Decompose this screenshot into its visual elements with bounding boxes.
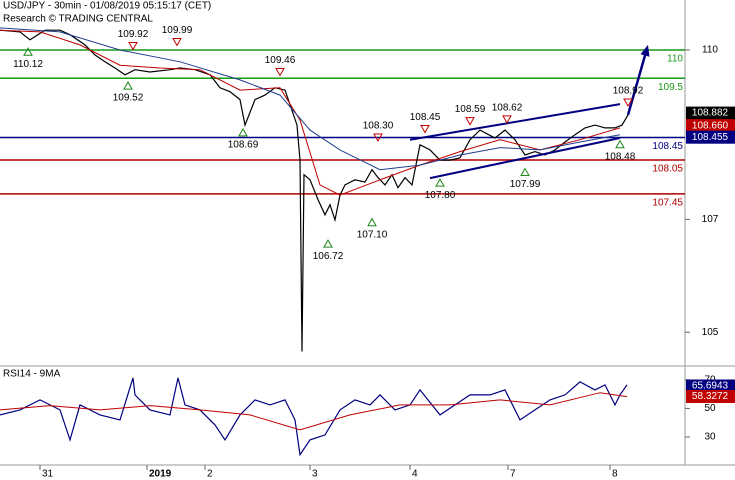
pivot-label: 107.80 <box>425 190 456 201</box>
price-tag-label: 65.6943 <box>692 381 729 392</box>
y-tick-label: 30 <box>704 432 716 443</box>
level-label: 108.05 <box>652 164 683 175</box>
price-tag-label: 108.455 <box>692 132 729 143</box>
level-label: 109.5 <box>658 82 683 93</box>
x-tick-label: 2019 <box>149 469 172 480</box>
pivot-marker <box>615 139 625 149</box>
rsi-title: RSI14 - 9MA <box>3 369 61 380</box>
y-tick-label: 110 <box>702 45 718 56</box>
series-line <box>0 377 628 457</box>
level-label: 110 <box>667 54 683 65</box>
level-label: 107.45 <box>652 198 683 209</box>
pivot-marker <box>123 81 133 90</box>
pivot-marker <box>128 41 138 51</box>
x-tick-label: 7 <box>510 469 516 480</box>
chart-title: USD/JPY - 30min - 01/08/2019 05:15:17 (C… <box>3 1 211 12</box>
target-arrow <box>626 52 647 116</box>
pivot-label: 107.10 <box>357 229 388 240</box>
chart-subtitle: Research © TRADING CENTRAL <box>3 14 153 25</box>
pivot-label: 107.99 <box>510 179 541 190</box>
pivot-marker <box>275 67 285 77</box>
price-tag <box>686 130 735 144</box>
pivot-label: 109.52 <box>113 93 144 104</box>
pivot-label: 108.59 <box>455 104 486 115</box>
price-tag <box>686 379 735 393</box>
x-tick-label: 3 <box>312 469 318 480</box>
pivot-label: 106.72 <box>313 251 344 262</box>
x-tick-label: 31 <box>42 469 54 480</box>
pivot-marker <box>172 38 182 47</box>
price-tag-label: 108.882 <box>692 108 729 119</box>
pivot-marker <box>465 117 475 126</box>
price-tag <box>686 119 735 133</box>
arrow-head <box>640 44 650 57</box>
pivot-label: 108.30 <box>363 121 394 132</box>
pivot-marker <box>367 217 377 227</box>
pivot-marker <box>435 178 445 187</box>
pivot-marker <box>323 239 333 248</box>
trendline <box>429 137 621 180</box>
x-tick-label: 2 <box>207 469 213 480</box>
pivot-marker <box>23 47 33 56</box>
pivot-marker <box>420 124 430 134</box>
trendline <box>409 103 621 141</box>
pivot-label: 108.48 <box>605 151 636 162</box>
x-tick-label: 4 <box>412 469 418 480</box>
pivot-label: 109.99 <box>162 25 193 36</box>
pivot-marker <box>238 127 248 137</box>
pivot-label: 109.92 <box>118 29 149 40</box>
price-tag <box>686 390 735 404</box>
series-line <box>0 29 621 196</box>
series-line <box>0 29 629 352</box>
series-line <box>0 392 628 431</box>
price-tag <box>686 106 735 120</box>
pivot-label: 110.12 <box>13 59 43 70</box>
pivot-label: 108.62 <box>492 103 523 114</box>
pivot-marker <box>502 115 512 124</box>
series-line <box>0 27 621 171</box>
pivot-marker <box>373 133 383 142</box>
x-tick-label: 8 <box>612 469 618 480</box>
price-tag-label: 108.660 <box>692 120 729 131</box>
y-tick-label: 105 <box>702 327 719 338</box>
level-label: 108.45 <box>652 141 683 152</box>
pivot-label: 108.92 <box>613 86 644 97</box>
price-tag-label: 58.3272 <box>692 391 729 402</box>
pivot-marker <box>520 167 530 176</box>
pivot-label: 108.69 <box>228 140 259 151</box>
pivot-marker <box>623 98 633 107</box>
pivot-label: 108.45 <box>410 112 441 123</box>
y-tick-label: 50 <box>704 403 716 414</box>
y-tick-label: 107 <box>702 214 719 225</box>
pivot-label: 109.46 <box>265 55 296 66</box>
